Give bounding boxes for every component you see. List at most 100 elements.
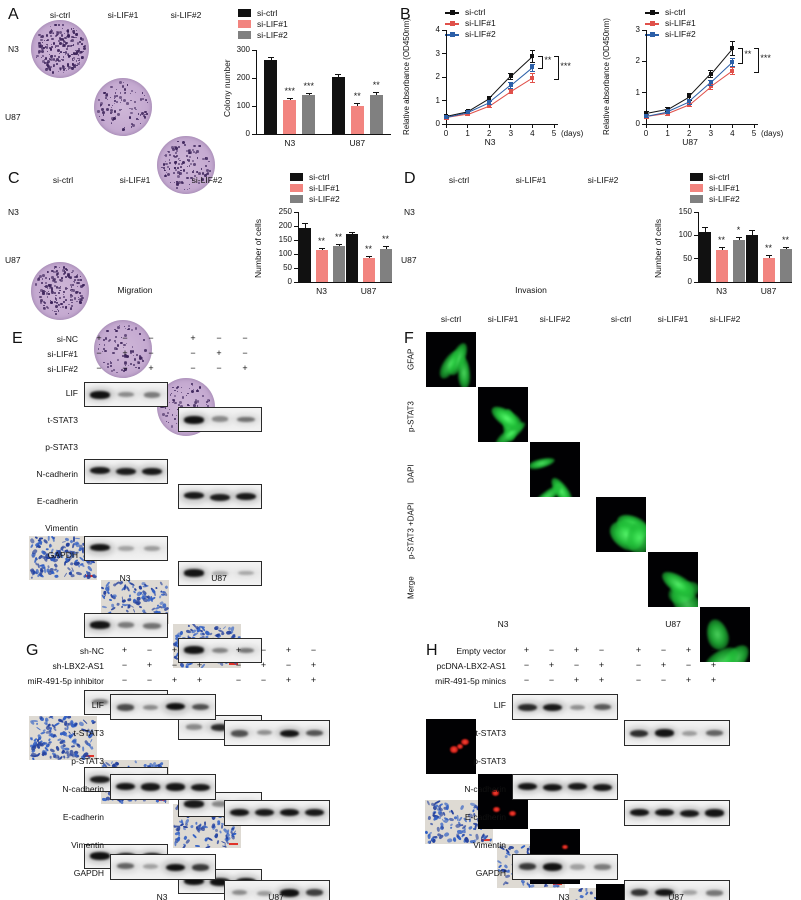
blot-band-halo [566, 862, 588, 872]
blot-band-halo [539, 779, 566, 795]
blot-band [543, 703, 562, 712]
panel-f-col-header: si-LIF#2 [539, 314, 571, 324]
blot-band [90, 467, 110, 475]
panel-f-cellline-label: U87 [665, 619, 681, 629]
blot-band-halo [187, 860, 214, 874]
blot-cellline-label: N3 [156, 892, 168, 900]
blot-band [184, 569, 204, 577]
blot-condition-value: − [235, 675, 242, 685]
legend-swatch-c-si-lif2 [290, 195, 303, 203]
blot-condition-value: − [260, 675, 267, 685]
blot-cellline-label: N3 [558, 892, 570, 900]
blot-protein-label: LIF [65, 387, 78, 398]
blot-condition-value: − [121, 660, 128, 670]
blot-condition-value: + [573, 645, 580, 655]
blot-band [90, 621, 110, 629]
panel-d-ylabel: Number of cells [653, 218, 663, 278]
significance-bracket [538, 55, 544, 70]
blot-condition-value: + [146, 660, 153, 670]
panel-f-immunofluorescence: si-ctrl si-LIF#1 si-LIF#2 si-ctrl si-LIF#1 si… [400, 310, 801, 900]
y-tick-label: 2 [435, 72, 440, 81]
blot-band [211, 416, 229, 422]
blot-condition-value: − [310, 645, 317, 655]
y-tick-label: 4 [435, 25, 440, 34]
blot-band-box [84, 613, 168, 638]
legend-label-d-si-lif2: si-LIF#2 [709, 194, 740, 204]
blot-band-box [624, 720, 730, 746]
blot-band-halo [188, 700, 213, 714]
panel-a-row-header-0: N3 [8, 44, 19, 54]
blot-condition-value: − [660, 675, 667, 685]
x-tick-label: U87 [760, 286, 777, 296]
x-tick-label: 0 [443, 129, 449, 138]
blot-cellline-label: N3 [119, 573, 131, 583]
blot-band-halo [233, 413, 259, 426]
blot-band-halo [302, 726, 327, 740]
blot-band-halo [180, 797, 208, 812]
if-image-gfap [648, 552, 698, 607]
blot-band [256, 890, 273, 897]
y-tick-label: 3 [435, 48, 440, 58]
blot-protein-label: GAPDH [475, 868, 506, 878]
significance-marker: ** [744, 49, 752, 60]
blot-band-halo [140, 543, 164, 554]
panel-a-col-header-2: si-LIF#2 [170, 10, 202, 20]
y-tick-label: 100 [236, 101, 250, 110]
x-tick-label: N3 [716, 286, 727, 296]
blot-band-halo [564, 779, 591, 795]
blot-band-halo [86, 618, 114, 633]
blot-band-halo [113, 860, 138, 874]
blot-band [116, 704, 135, 711]
blot-band-halo [538, 859, 566, 875]
panel-c-row-header-0: N3 [8, 207, 19, 217]
if-nucleus-pstat3 [561, 844, 568, 850]
blot-band [184, 800, 204, 808]
if-image-p-stat3 [426, 719, 476, 774]
blot-band [706, 889, 723, 896]
blot-condition-label: pcDNA-LBX2-AS1 [436, 661, 506, 671]
blot-band-halo [180, 566, 208, 581]
blot-band-halo [514, 699, 541, 715]
blot-band [655, 729, 674, 737]
panel-d-letter: D [404, 170, 416, 187]
blot-band [280, 808, 299, 817]
blot-band-halo [206, 489, 234, 504]
blot-band [191, 704, 210, 711]
blot-band-halo [233, 644, 259, 656]
blot-protein-label: LIF [493, 700, 506, 710]
legend-label-b2-si-lif2: si-LIF#2 [665, 29, 696, 39]
significance-marker: ** [317, 235, 325, 246]
blot-condition-value: + [285, 645, 292, 655]
blot-condition-value: − [121, 675, 128, 685]
blot-band-halo [208, 414, 232, 425]
blot-band [210, 493, 230, 501]
legend-label-si-ctrl: si-ctrl [257, 8, 278, 18]
blot-band [143, 392, 161, 398]
blot-condition-value: − [216, 333, 222, 343]
blot-condition-value: + [171, 645, 178, 655]
blot-condition-value: − [146, 645, 153, 655]
blot-band-box [624, 880, 730, 900]
legend-label-c-si-ctrl: si-ctrl [309, 172, 330, 182]
blot-condition-value: − [196, 645, 203, 655]
blot-band [255, 808, 274, 817]
blot-band [518, 863, 537, 870]
if-image-gfap [700, 607, 750, 662]
y-tick-label: 250 [278, 207, 292, 216]
blot-condition-value: + [660, 660, 667, 670]
blot-condition-label: Empty vector [456, 646, 506, 656]
blot-band [594, 704, 611, 711]
legend-swatch-d-si-ctrl [690, 173, 703, 181]
blot-band [191, 783, 210, 791]
x-tick-label: 1 [665, 129, 670, 138]
blot-band-halo [626, 805, 653, 821]
panel-g-letter: G [26, 642, 39, 659]
if-nucleus-pstat3 [461, 739, 469, 746]
panel-d-col-header-0: si-ctrl [448, 175, 470, 185]
blot-band-halo [678, 727, 701, 739]
blot-band [681, 730, 698, 736]
x-tick-label: 3 [708, 129, 714, 138]
blot-band [184, 646, 204, 654]
blot-band-halo [86, 541, 114, 556]
panel-h-letter: H [426, 642, 438, 659]
